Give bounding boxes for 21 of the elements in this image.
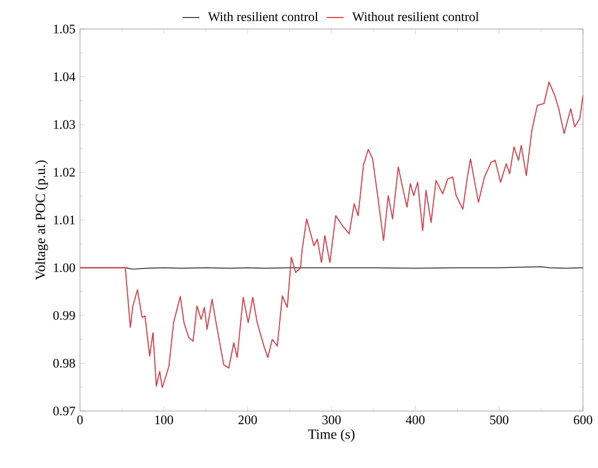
y-tick-label: 1.01 xyxy=(54,216,75,224)
x-tick-label: 400 xyxy=(406,416,425,424)
y-tick-label: 1.02 xyxy=(54,168,75,177)
x-tick-label: 200 xyxy=(238,416,257,424)
y-tick-label: 0.97 xyxy=(53,406,76,416)
line-series xyxy=(80,82,584,388)
y-tick-label: 1.05 xyxy=(54,24,75,34)
y-tick-label: 1.00 xyxy=(54,263,75,272)
y-axis-title: Voltage at POC (p.u.) xyxy=(35,160,48,280)
x-tick-label: 300 xyxy=(322,416,341,424)
x-tick-label: 500 xyxy=(490,416,508,424)
x-axis-title: Time (s) xyxy=(308,429,354,442)
x-tick-label: 600 xyxy=(574,416,592,424)
x-tick-label: 100 xyxy=(155,416,174,424)
y-tick-label: 0.99 xyxy=(53,311,75,320)
y-tick-label: 0.98 xyxy=(53,358,75,368)
legend-label: Without resilient control xyxy=(352,12,479,22)
x-tick-label: 0 xyxy=(77,416,83,424)
y-tick-label: 1.03 xyxy=(54,120,75,129)
y-tick-label: 1.04 xyxy=(54,72,76,82)
legend-label: With resilient control xyxy=(208,12,318,22)
